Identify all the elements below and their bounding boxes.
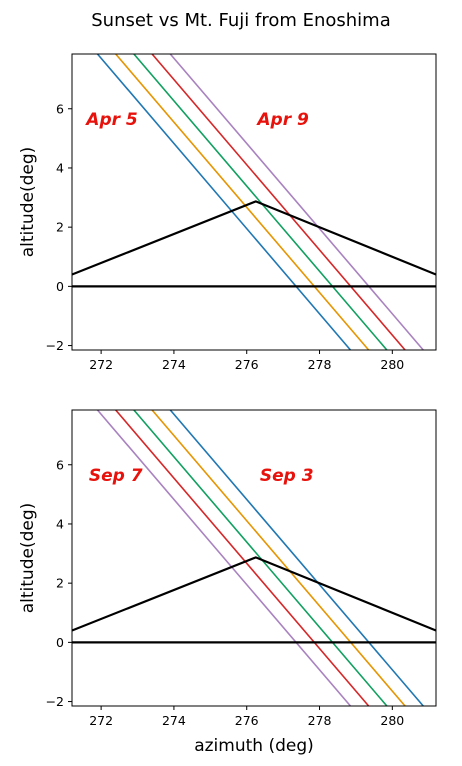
x-tick-label: 272	[89, 357, 113, 372]
axes-frame	[71, 53, 437, 351]
date-annotation: Apr 9	[255, 110, 309, 130]
x-tick-label: 276	[235, 357, 259, 372]
figure-title: Sunset vs Mt. Fuji from Enoshima	[91, 10, 391, 31]
plot-area	[72, 54, 436, 350]
sun-path-line-4	[151, 54, 406, 350]
y-axis-label: altitude(deg)	[18, 147, 38, 258]
y-tick-label: 4	[56, 160, 64, 175]
y-tick-label: 0	[56, 279, 64, 294]
x-tick-label: 274	[162, 357, 186, 372]
x-tick-label: 274	[162, 713, 186, 728]
x-tick-label: 280	[380, 713, 404, 728]
y-tick-label: −2	[46, 338, 64, 353]
y-tick-label: 2	[56, 220, 64, 235]
sun-path-line-5	[96, 410, 352, 706]
x-axis-label: azimuth (deg)	[194, 736, 314, 756]
plot-area	[72, 410, 436, 706]
chart-panel-1: 272 274 276 278 280 −2 0 2 4 6 altitude(deg) Apr 5 A…	[18, 53, 437, 372]
chart-panel-2: 272 274 276 278 280 −2 0 2 4 6 altitude(deg) azimut…	[18, 409, 437, 756]
date-annotation: Sep 3	[260, 466, 314, 486]
sun-path-line-5	[169, 54, 424, 350]
x-tick-label: 276	[235, 713, 259, 728]
x-tick-label: 272	[89, 713, 113, 728]
sun-path-line-2	[115, 54, 370, 350]
x-tick-label: 280	[380, 357, 404, 372]
sun-path-line-3	[133, 410, 388, 706]
date-annotation: Sep 7	[89, 466, 143, 486]
axes-frame	[71, 409, 437, 707]
y-tick-label: −2	[46, 694, 64, 709]
mt-fuji-profile-line	[72, 200, 436, 276]
sun-path-line-1	[169, 410, 424, 706]
y-tick-label: 2	[56, 576, 64, 591]
y-tick-label: 4	[56, 516, 64, 531]
sun-path-line-1	[96, 54, 352, 350]
y-tick-label: 6	[56, 457, 64, 472]
y-tick-label: 6	[56, 101, 64, 116]
sun-path-line-4	[115, 410, 370, 706]
sun-path-line-3	[133, 54, 388, 350]
y-axis-label: altitude(deg)	[18, 503, 38, 614]
mt-fuji-profile-line	[72, 556, 436, 632]
y-tick-label: 0	[56, 635, 64, 650]
x-tick-label: 278	[308, 357, 332, 372]
date-annotation: Apr 5	[84, 110, 137, 130]
x-tick-label: 278	[308, 713, 332, 728]
sun-path-line-2	[151, 410, 406, 706]
